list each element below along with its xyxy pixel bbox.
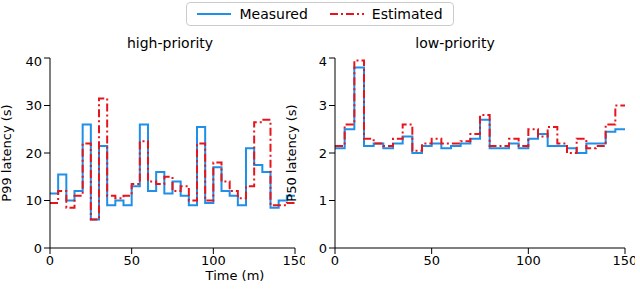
svg-text:10: 10 [25,193,42,208]
html-text:Measured: Measured [239,6,308,22]
svg-text:30: 30 [25,98,42,113]
html-text:high-priority: high-priority [127,35,213,51]
svg-text:150: 150 [283,253,305,268]
svg-text:0: 0 [34,241,42,256]
svg-text:1: 1 [319,193,327,208]
svg-text:50: 50 [423,253,440,268]
svg-text:150: 150 [613,253,632,268]
svg-text:50: 50 [123,253,140,268]
svg-text:20: 20 [25,146,42,161]
html-text:low-priority: low-priority [415,35,495,51]
svg-text:P99 latency (s): P99 latency (s) [8,104,14,201]
svg-text:100: 100 [516,253,541,268]
svg-text:2: 2 [319,146,327,161]
html-text:Estimated: Estimated [371,6,443,22]
svg-text:40: 40 [25,54,42,69]
svg-text:0: 0 [46,253,54,268]
svg-text:4: 4 [319,54,327,69]
svg-text:0: 0 [331,253,339,268]
svg-text:3: 3 [319,98,327,113]
svg-text:100: 100 [201,253,226,268]
html-text:Time (m): Time (m) [205,268,265,283]
svg-text:P50 latency (s): P50 latency (s) [285,104,299,201]
svg-text:0: 0 [319,241,327,256]
